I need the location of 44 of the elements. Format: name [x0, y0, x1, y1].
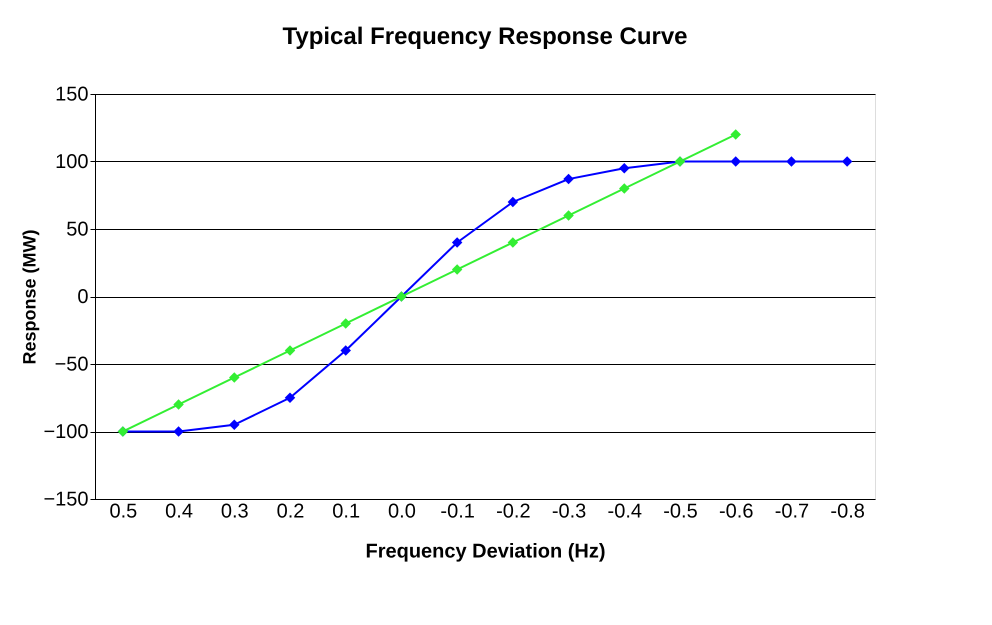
- x-tick-label: -0.6: [718, 500, 754, 522]
- y-tick-label: 150: [55, 84, 88, 106]
- point: [229, 372, 240, 383]
- point: [730, 156, 741, 167]
- x-tick-label: 0.2: [276, 500, 304, 522]
- x-axis-title: Frequency Deviation (Hz): [365, 540, 606, 562]
- y-tick-label: 0: [77, 286, 88, 308]
- point: [229, 420, 240, 430]
- y-tick-label: 100: [55, 151, 88, 173]
- chart-title: Typical Frequency Response Curve: [282, 23, 688, 50]
- point: [842, 156, 852, 167]
- x-tick-label: -0.2: [496, 500, 531, 522]
- point: [284, 345, 296, 356]
- point: [619, 183, 630, 194]
- y-tick-label: −50: [54, 354, 88, 376]
- x-tick-label: 0.0: [388, 500, 416, 522]
- point: [340, 345, 351, 356]
- x-tick-label: -0.7: [774, 500, 810, 522]
- point: [173, 426, 184, 437]
- x-tick-label: -0.5: [663, 500, 698, 522]
- x-tick-label: 0.3: [220, 500, 249, 522]
- point: [563, 174, 574, 184]
- y-tick-label: −100: [43, 421, 88, 443]
- y-tick-label: −150: [43, 488, 88, 510]
- point: [452, 237, 462, 248]
- x-tick-label: -0.3: [552, 500, 586, 522]
- x-tick-label: 0.5: [109, 500, 138, 522]
- y-tick-label: 50: [66, 218, 88, 240]
- y-axis-title: Response (MW): [19, 229, 40, 364]
- point: [786, 156, 797, 167]
- point: [284, 392, 296, 403]
- point: [563, 210, 574, 221]
- point: [340, 318, 351, 329]
- point: [452, 264, 462, 275]
- point: [508, 237, 518, 248]
- x-tick-label: 0.1: [332, 500, 360, 522]
- point: [173, 399, 184, 410]
- x-tick-label: -0.1: [440, 500, 475, 522]
- x-tick-label: -0.4: [608, 500, 642, 522]
- x-tick-label: -0.8: [830, 500, 865, 522]
- point: [619, 163, 630, 174]
- point: [730, 129, 741, 140]
- point: [508, 196, 518, 208]
- x-tick-label: 0.4: [165, 500, 193, 522]
